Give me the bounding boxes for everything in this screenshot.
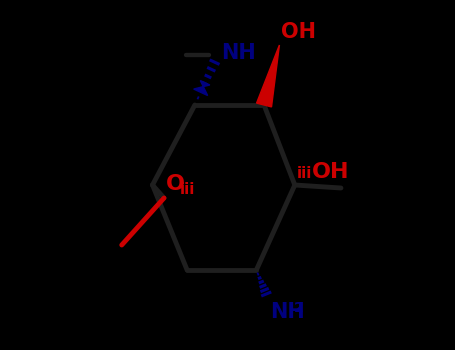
Text: NH: NH xyxy=(270,301,304,322)
Text: iii: iii xyxy=(297,167,312,182)
Text: NH: NH xyxy=(222,43,256,63)
Text: OH: OH xyxy=(312,161,349,182)
Polygon shape xyxy=(257,45,279,107)
Text: iii: iii xyxy=(180,182,195,197)
Text: 2: 2 xyxy=(294,301,304,315)
Text: O: O xyxy=(166,175,185,195)
Polygon shape xyxy=(194,80,210,96)
Text: OH: OH xyxy=(281,21,316,42)
